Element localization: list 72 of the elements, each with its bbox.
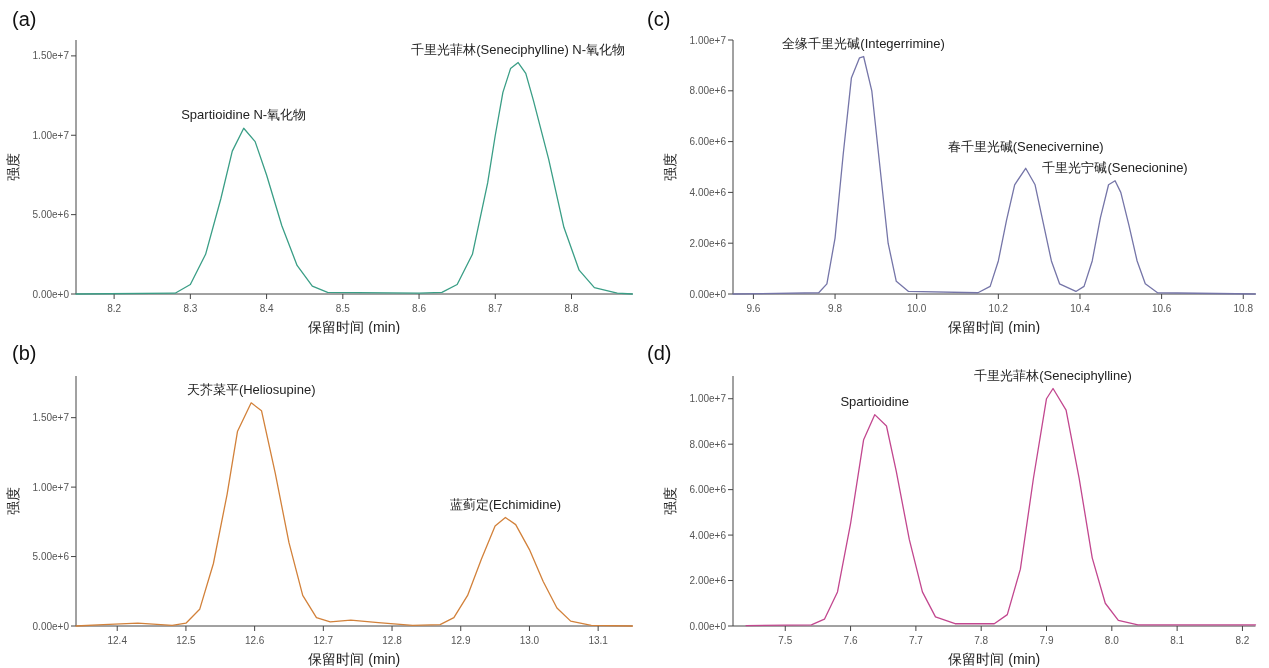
x-tick-label: 8.5 [335, 303, 351, 314]
x-axis-title: 保留时间 (min) [947, 651, 1040, 667]
x-tick-label: 7.6 [843, 635, 858, 646]
x-axis-title: 保留时间 (min) [308, 651, 401, 667]
chart-title: (b) [12, 342, 37, 364]
annotation: 春千里光碱(Senecivernine) [947, 138, 1104, 154]
annotation: 千里光宁碱(Senecionine) [1041, 159, 1188, 175]
x-tick-label: 13.1 [588, 635, 609, 646]
x-tick-label: 7.8 [973, 635, 989, 646]
x-tick-label: 12.6 [244, 635, 265, 646]
y-tick-label: 1.00e+7 [32, 481, 70, 493]
x-tick-label: 10.0 [906, 303, 927, 314]
x-tick-label: 9.8 [827, 303, 842, 314]
y-axis-title: 强度 [661, 153, 678, 181]
annotation: 千里光菲林(Seneciphylline) N-氧化物 [411, 41, 626, 57]
y-tick-label: 5.00e+6 [32, 551, 70, 563]
y-tick-label: 0.00e+0 [689, 288, 726, 300]
annotation: 千里光菲林(Seneciphylline) [973, 367, 1132, 383]
y-tick-label: 6.00e+6 [689, 484, 726, 496]
y-tick-label: 1.00e+7 [689, 34, 726, 46]
chart-title: (c) [646, 8, 670, 30]
annotation: 天芥菜平(Heliosupine) [186, 381, 316, 397]
y-tick-label: 0.00e+0 [32, 620, 70, 632]
y-tick-label: 5.00e+6 [32, 209, 70, 221]
x-tick-label: 12.9 [451, 635, 471, 646]
y-tick-label: 8.00e+6 [689, 85, 726, 97]
y-tick-label: 2.00e+6 [689, 575, 726, 587]
y-tick-label: 6.00e+6 [689, 136, 726, 148]
x-tick-label: 8.2 [1234, 635, 1250, 646]
y-axis-title: 强度 [5, 153, 21, 181]
x-tick-label: 7.5 [777, 635, 793, 646]
x-tick-label: 8.0 [1104, 635, 1119, 646]
x-tick-label: 8.3 [183, 303, 198, 314]
x-tick-label: 10.4 [1069, 303, 1090, 314]
y-axis-title: 强度 [661, 487, 678, 515]
x-tick-label: 7.7 [908, 635, 923, 646]
y-tick-label: 0.00e+0 [689, 620, 726, 632]
y-tick-label: 1.50e+7 [32, 50, 70, 62]
y-tick-label: 0.00e+0 [32, 288, 70, 300]
y-tick-label: 4.00e+6 [689, 529, 726, 541]
chart-title: (d) [646, 342, 671, 364]
x-tick-label: 10.8 [1233, 303, 1253, 314]
x-tick-label: 12.5 [176, 635, 197, 646]
y-axis-title: 强度 [5, 487, 21, 515]
x-tick-label: 10.2 [988, 303, 1008, 314]
y-tick-label: 2.00e+6 [689, 237, 726, 249]
y-tick-label: 1.50e+7 [32, 412, 70, 424]
chart-title: (a) [12, 8, 37, 30]
y-tick-label: 8.00e+6 [689, 438, 726, 450]
x-tick-label: 8.1 [1169, 635, 1185, 646]
x-tick-label: 8.7 [488, 303, 503, 314]
x-tick-label: 8.4 [259, 303, 274, 314]
annotation: 蓝蓟定(Echimidine) [449, 496, 562, 512]
x-tick-label: 8.8 [564, 303, 579, 314]
x-tick-label: 12.7 [313, 635, 334, 646]
x-tick-label: 9.6 [745, 303, 761, 314]
x-tick-label: 7.9 [1039, 635, 1054, 646]
annotation: 全缘千里光碱(Integerrimine) [781, 35, 945, 51]
x-tick-label: 12.8 [382, 635, 403, 646]
y-tick-label: 1.00e+7 [689, 393, 726, 405]
y-tick-label: 4.00e+6 [689, 186, 726, 198]
x-tick-label: 8.6 [412, 303, 427, 314]
line-series [744, 387, 1256, 627]
x-axis-title: 保留时间 (min) [947, 319, 1040, 335]
x-axis-title: 保留时间 (min) [308, 319, 401, 335]
annotation: Spartioidine [839, 393, 909, 409]
y-tick-label: 1.00e+7 [32, 129, 70, 141]
x-tick-label: 8.2 [107, 303, 122, 314]
x-tick-label: 13.0 [519, 635, 540, 646]
x-tick-label: 10.6 [1151, 303, 1172, 314]
annotation: Spartioidine N-氧化物 [181, 107, 307, 123]
x-tick-label: 12.4 [107, 635, 128, 646]
